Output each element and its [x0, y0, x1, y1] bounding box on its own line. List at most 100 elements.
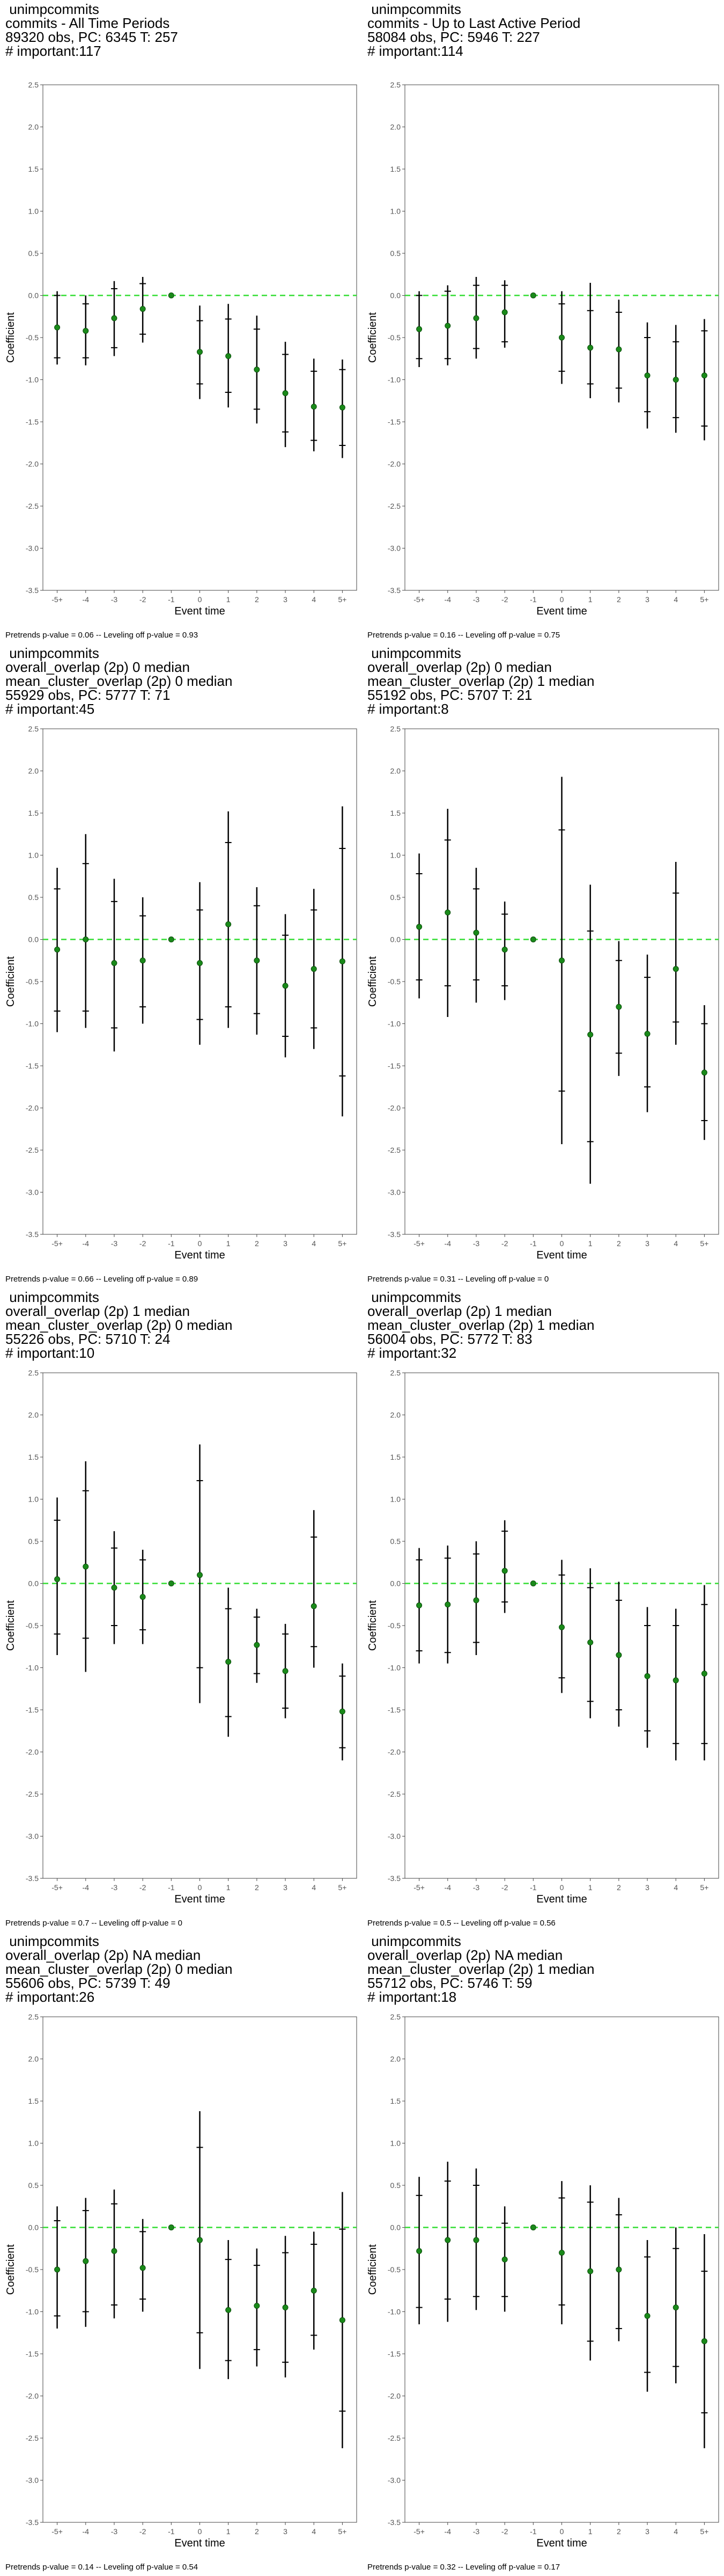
- coefficient-point: [197, 960, 203, 966]
- y-axis-label: Coefficient: [5, 2244, 17, 2295]
- chart-title-line: mean_cluster_overlap (2p) 0 median: [5, 1317, 233, 1333]
- x-tick-label: -4: [445, 1239, 452, 1248]
- x-tick-label: 3: [645, 2527, 649, 2536]
- pvalue-footer: Pretrends p-value = 0.32 -- Leveling off…: [367, 2563, 560, 2572]
- x-tick-label: 1: [588, 595, 593, 604]
- y-tick-label: 2.0: [390, 767, 401, 775]
- y-tick-label: 0.0: [390, 1579, 401, 1588]
- y-tick-label: 1.0: [28, 851, 39, 860]
- chart-panel: unimpcommits overall_overlap (2p) 0 media…: [362, 644, 724, 1288]
- y-tick-label: 1.5: [28, 809, 39, 817]
- x-tick-label: 0: [198, 1239, 202, 1248]
- coefficient-point: [644, 2312, 651, 2319]
- chart-title-line: mean_cluster_overlap (2p) 1 median: [367, 673, 595, 689]
- y-tick-label: 2.5: [390, 80, 401, 89]
- coefficient-point: [445, 2237, 451, 2243]
- x-tick-label: 3: [645, 1883, 649, 1892]
- x-tick-label: -4: [445, 2527, 452, 2536]
- y-tick-label: -0.5: [388, 1621, 401, 1630]
- coefficient-point: [559, 2250, 565, 2256]
- y-tick-label: -0.5: [26, 977, 39, 986]
- chart-title-line: # important:117: [5, 43, 101, 59]
- coefficient-point: [83, 936, 89, 942]
- chart-title-line: commits - All Time Periods: [5, 15, 170, 31]
- chart-plot: 2.5 2.0 1.5 1.0 0.5 0.0 -0.5 -1.0 -1.5 -2.0 -2.5 -3…: [5, 1368, 357, 1905]
- chart-title-line: unimpcommits: [5, 1289, 99, 1305]
- y-tick-label: -3.5: [388, 586, 401, 595]
- x-tick-label: 2: [617, 1883, 621, 1892]
- y-tick-label: 1.5: [390, 1453, 401, 1461]
- x-tick-label: -2: [139, 595, 146, 604]
- y-tick-label: -1.5: [26, 1706, 39, 1714]
- chart-panel: unimpcommits commits - Up to Last Active …: [362, 0, 724, 644]
- coefficient-point: [54, 324, 61, 331]
- x-tick-label: -3: [111, 1239, 118, 1248]
- chart-title-line: # important:26: [5, 1989, 95, 2005]
- coefficient-point: [225, 353, 232, 360]
- chart-title-line: 55226 obs, PC: 5710 T: 24: [5, 1331, 171, 1347]
- y-axis-label: Coefficient: [367, 312, 379, 363]
- y-tick-label: -3.0: [26, 1832, 39, 1841]
- y-tick-label: 0.5: [28, 2181, 39, 2190]
- coefficient-point: [473, 930, 479, 936]
- coefficient-point: [559, 1624, 565, 1630]
- coefficient-point: [501, 2256, 508, 2263]
- y-tick-label: -1.0: [26, 1664, 39, 1672]
- coefficient-point: [473, 315, 479, 321]
- x-tick-label: 2: [617, 1239, 621, 1248]
- x-tick-label: 0: [198, 1883, 202, 1892]
- x-tick-label: 4: [674, 2527, 678, 2536]
- coefficient-point: [473, 1597, 479, 1604]
- y-tick-label: -2.5: [388, 2434, 401, 2442]
- y-axis-label: Coefficient: [5, 312, 17, 363]
- chart-plot: 2.5 2.0 1.5 1.0 0.5 0.0 -0.5 -1.0 -1.5 -2.0 -2.5 -3…: [5, 724, 357, 1261]
- chart-plot: 2.5 2.0 1.5 1.0 0.5 0.0 -0.5 -1.0 -1.5 -2.0 -2.5 -3…: [367, 2012, 719, 2549]
- y-tick-label: -1.5: [388, 2350, 401, 2358]
- coefficient-point: [282, 390, 289, 397]
- y-tick-label: 2.0: [390, 123, 401, 131]
- x-tick-label: 0: [198, 2527, 202, 2536]
- chart-panel: unimpcommits overall_overlap (2p) 1 media…: [0, 1288, 362, 1932]
- y-tick-label: -1.0: [388, 2308, 401, 2316]
- x-tick-label: 1: [226, 1239, 231, 1248]
- coefficient-point: [445, 323, 451, 329]
- y-tick-label: -3.5: [26, 2518, 39, 2527]
- coefficient-point: [416, 924, 423, 930]
- y-tick-label: 1.0: [28, 2139, 39, 2148]
- x-tick-label: -5+: [413, 1883, 425, 1892]
- pvalue-footer: Pretrends p-value = 0.7 -- Leveling off …: [5, 1919, 182, 1928]
- chart-plot: 2.5 2.0 1.5 1.0 0.5 0.0 -0.5 -1.0 -1.5 -2.0 -2.5 -3…: [5, 80, 357, 617]
- y-tick-label: 0.0: [28, 1579, 39, 1588]
- x-tick-label: -2: [501, 2527, 508, 2536]
- coefficient-point: [339, 2317, 345, 2323]
- coefficient-point: [701, 372, 707, 379]
- chart-plot: 2.5 2.0 1.5 1.0 0.5 0.0 -0.5 -1.0 -1.5 -2.0 -2.5 -3…: [367, 1368, 719, 1905]
- chart-title-line: # important:10: [5, 1345, 95, 1361]
- coefficient-point: [416, 1602, 423, 1608]
- y-tick-label: -1.0: [26, 2308, 39, 2316]
- coefficient-point: [587, 1031, 594, 1038]
- coefficient-point: [311, 2287, 317, 2294]
- coefficient-point: [83, 2258, 89, 2264]
- y-tick-label: 0.0: [390, 291, 401, 300]
- y-tick-label: 0.0: [28, 2223, 39, 2232]
- x-tick-label: 3: [283, 2527, 287, 2536]
- coefficient-point: [530, 936, 536, 942]
- x-tick-label: 2: [255, 595, 259, 604]
- y-tick-label: -2.5: [26, 502, 39, 510]
- y-tick-label: 2.5: [390, 1368, 401, 1377]
- chart-panel: unimpcommits overall_overlap (2p) NA medi…: [362, 1932, 724, 2576]
- x-tick-label: -4: [83, 2527, 90, 2536]
- pvalue-footer: Pretrends p-value = 0.31 -- Leveling off…: [367, 1275, 549, 1284]
- coefficient-point: [587, 2268, 594, 2274]
- coefficient-point: [616, 1004, 622, 1010]
- coefficient-point: [416, 326, 423, 332]
- y-tick-label: 0.5: [390, 1537, 401, 1546]
- y-tick-label: 2.5: [390, 2012, 401, 2021]
- y-tick-label: -1.5: [26, 418, 39, 426]
- x-tick-label: -4: [445, 1883, 452, 1892]
- coefficient-point: [139, 306, 146, 312]
- y-tick-label: -3.5: [26, 586, 39, 595]
- y-tick-label: -2.5: [26, 1790, 39, 1798]
- x-tick-label: 5+: [338, 1883, 346, 1892]
